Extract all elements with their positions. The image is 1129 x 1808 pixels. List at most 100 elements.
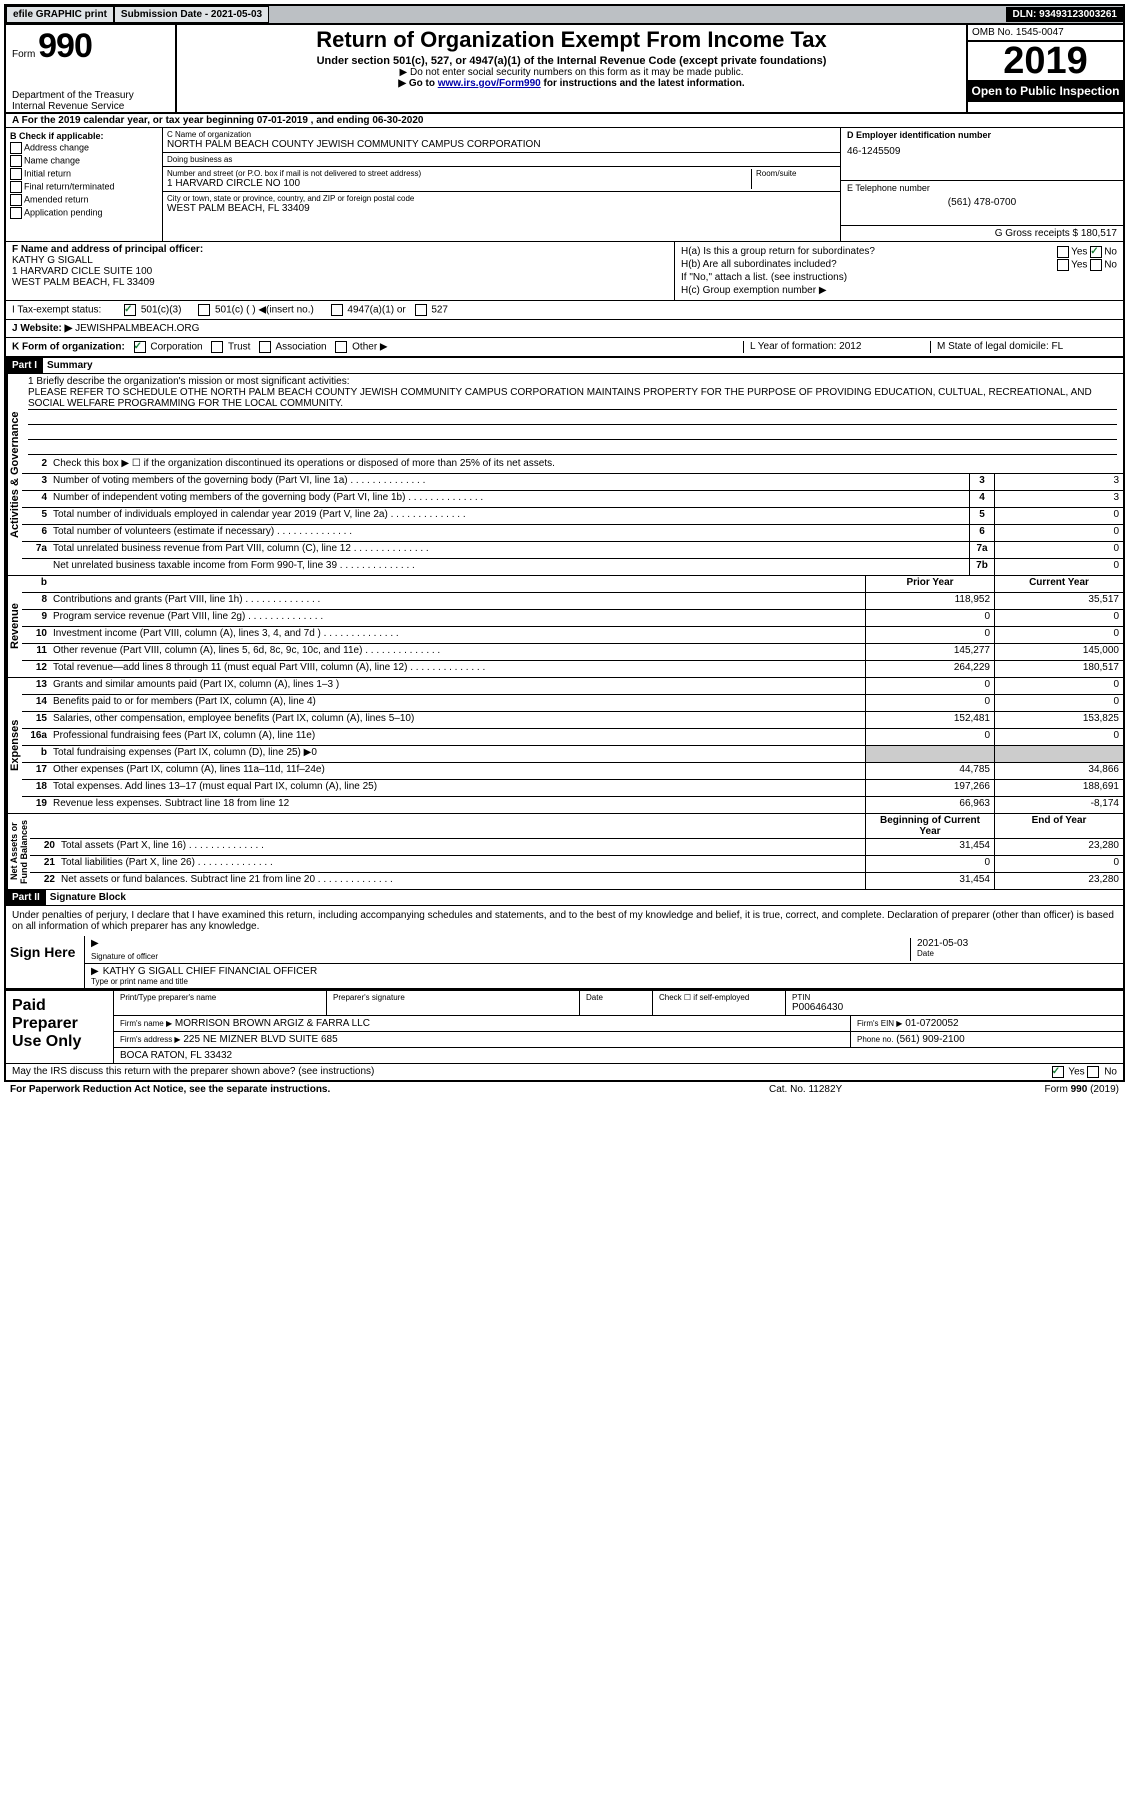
part2-header: Part II	[6, 890, 46, 905]
blank-line3	[28, 440, 1117, 455]
check-pending[interactable]	[10, 207, 22, 219]
table-row: 14Benefits paid to or for members (Part …	[22, 695, 1123, 712]
footer-left: For Paperwork Reduction Act Notice, see …	[10, 1084, 769, 1095]
goto-prefix: ▶ Go to	[398, 78, 437, 89]
tax-status-row: I Tax-exempt status: 501(c)(3) 501(c) ( …	[6, 301, 1123, 320]
sig-officer-line	[91, 938, 910, 952]
dept-treasury: Department of the Treasury	[12, 90, 169, 101]
hdr-begin-year: Beginning of Current Year	[865, 814, 994, 838]
website-row: J Website: ▶ JEWISHPALMBEACH.ORG	[6, 320, 1123, 338]
check-name[interactable]	[10, 155, 22, 167]
korg-block: K Form of organization: Corporation Trus…	[12, 341, 743, 353]
firm-addr: 225 NE MIZNER BLVD SUITE 685	[183, 1034, 337, 1045]
officer-block: F Name and address of principal officer:…	[6, 242, 675, 300]
addr-value: 1 HARVARD CIRCLE NO 100	[167, 178, 751, 189]
check-initial[interactable]	[10, 168, 22, 180]
firm-name: MORRISON BROWN ARGIZ & FARRA LLC	[175, 1018, 370, 1029]
h-a-label: H(a) Is this a group return for subordin…	[681, 246, 875, 257]
hdr-end-year: End of Year	[994, 814, 1123, 838]
hb-no[interactable]	[1090, 259, 1102, 271]
discuss-yes[interactable]	[1052, 1066, 1064, 1078]
status-501c[interactable]	[198, 304, 210, 316]
status-501c3[interactable]	[124, 304, 136, 316]
status-527[interactable]	[415, 304, 427, 316]
form-990-title: 990	[38, 27, 92, 65]
sig-date-label: Date	[917, 949, 1117, 958]
korg-trust[interactable]	[211, 341, 223, 353]
addr-label: Number and street (or P.O. box if mail i…	[167, 169, 751, 178]
blank-line2	[28, 425, 1117, 440]
prep-sig-label: Preparer's signature	[333, 993, 573, 1002]
e-label: E Telephone number	[847, 183, 1117, 193]
period-row: A For the 2019 calendar year, or tax yea…	[6, 114, 1123, 128]
table-row: 20Total assets (Part X, line 16)31,45423…	[30, 839, 1123, 856]
m-state: M State of legal domicile: FL	[930, 341, 1117, 353]
ha-yes[interactable]	[1057, 246, 1069, 258]
table-row: 21Total liabilities (Part X, line 26)00	[30, 856, 1123, 873]
table-row: 5Total number of individuals employed in…	[22, 508, 1123, 525]
irs-label: Internal Revenue Service	[12, 101, 169, 112]
line2-text: Check this box ▶ ☐ if the organization d…	[50, 457, 1123, 473]
hdr-current-year: Current Year	[994, 576, 1123, 592]
part2-title: Signature Block	[46, 890, 130, 905]
open-public: Open to Public Inspection	[968, 80, 1123, 102]
part1-header: Part I	[6, 358, 43, 373]
title-line2: ▶ Do not enter social security numbers o…	[183, 67, 960, 78]
title-cell: Return of Organization Exempt From Incom…	[177, 25, 966, 112]
efile-print-button[interactable]: efile GRAPHIC print	[6, 6, 114, 23]
dln-label: DLN: 93493123003261	[1006, 7, 1123, 22]
h-c: H(c) Group exemption number ▶	[681, 285, 1117, 296]
d-label: D Employer identification number	[847, 130, 1117, 140]
vlabel-revenue: Revenue	[6, 576, 22, 677]
table-row: 9Program service revenue (Part VIII, lin…	[22, 610, 1123, 627]
table-row: 11Other revenue (Part VIII, column (A), …	[22, 644, 1123, 661]
table-row: 19Revenue less expenses. Subtract line 1…	[22, 797, 1123, 813]
sign-here-label: Sign Here	[6, 936, 85, 988]
status-4947[interactable]	[331, 304, 343, 316]
table-row: Net unrelated business taxable income fr…	[22, 559, 1123, 575]
check-final[interactable]	[10, 181, 22, 193]
mission-text: PLEASE REFER TO SCHEDULE OTHE NORTH PALM…	[28, 387, 1117, 410]
table-row: 17Other expenses (Part IX, column (A), l…	[22, 763, 1123, 780]
vlabel-activities: Activities & Governance	[6, 374, 22, 575]
table-row: 18Total expenses. Add lines 13–17 (must …	[22, 780, 1123, 797]
ptin-value: P00646430	[792, 1002, 1117, 1013]
firm-label: Firm's name ▶	[120, 1019, 172, 1028]
city-value: WEST PALM BEACH, FL 33409	[167, 203, 836, 214]
ha-no[interactable]	[1090, 246, 1102, 258]
officer-print-name: KATHY G SIGALL CHIEF FINANCIAL OFFICER	[91, 966, 1117, 977]
form-label: Form	[12, 49, 35, 60]
print-prep-label: Print/Type preparer's name	[120, 993, 320, 1002]
org-name: NORTH PALM BEACH COUNTY JEWISH COMMUNITY…	[167, 139, 836, 150]
officer-name: KATHY G SIGALL	[12, 255, 668, 266]
type-print-label: Type or print name and title	[91, 977, 1117, 986]
check-header: B Check if applicable:	[10, 131, 104, 141]
gross-receipts: G Gross receipts $ 180,517	[841, 226, 1123, 241]
l-year: L Year of formation: 2012	[743, 341, 930, 353]
sig-date: 2021-05-03	[917, 938, 1117, 949]
hb-yes[interactable]	[1057, 259, 1069, 271]
footer-right: 990	[1071, 1084, 1088, 1095]
check-amended[interactable]	[10, 194, 22, 206]
vlabel-net: Net Assets orFund Balances	[6, 814, 30, 889]
h-ifno: If "No," attach a list. (see instruction…	[681, 272, 1117, 283]
officer-addr2: WEST PALM BEACH, FL 33409	[12, 277, 668, 288]
korg-label: K Form of organization:	[12, 342, 125, 353]
table-row: 3Number of voting members of the governi…	[22, 474, 1123, 491]
check-address[interactable]	[10, 142, 22, 154]
korg-corp[interactable]	[134, 341, 146, 353]
penalties-text: Under penalties of perjury, I declare th…	[6, 906, 1123, 936]
table-row: 16aProfessional fundraising fees (Part I…	[22, 729, 1123, 746]
korg-assoc[interactable]	[259, 341, 271, 353]
title-sub: Under section 501(c), 527, or 4947(a)(1)…	[183, 55, 960, 67]
table-row: 6Total number of volunteers (estimate if…	[22, 525, 1123, 542]
korg-other[interactable]	[335, 341, 347, 353]
irs-link[interactable]: www.irs.gov/Form990	[438, 78, 541, 89]
ptin-label: PTIN	[792, 993, 1117, 1002]
table-row: 4Number of independent voting members of…	[22, 491, 1123, 508]
check-applicable: B Check if applicable: Address change Na…	[6, 128, 163, 241]
discuss-no[interactable]	[1087, 1066, 1099, 1078]
briefly-label: 1 Briefly describe the organization's mi…	[28, 376, 1117, 387]
status-label: I Tax-exempt status:	[12, 305, 101, 316]
submission-date-button[interactable]: Submission Date - 2021-05-03	[114, 6, 269, 23]
